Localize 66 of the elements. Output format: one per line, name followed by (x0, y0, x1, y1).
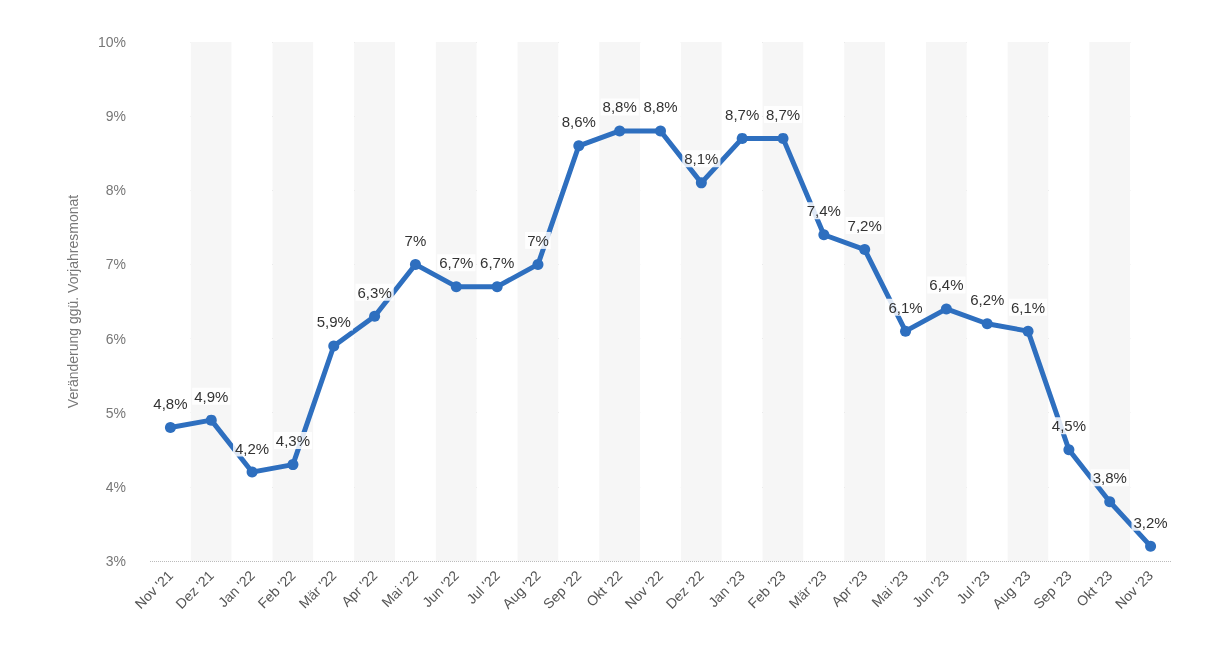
y-axis-title: Veränderung ggü. Vorjahresmonat (65, 194, 81, 409)
point (328, 340, 340, 352)
point (491, 281, 503, 293)
point (450, 281, 462, 293)
data-label: 6,7% (480, 254, 515, 272)
data-label: 3,2% (1133, 513, 1168, 531)
point (777, 132, 789, 144)
data-label: 8,7% (765, 105, 801, 123)
data-label: 8,1% (684, 150, 719, 168)
data-label: 4,9% (194, 387, 229, 405)
data-label: 4,5% (1051, 417, 1086, 435)
point (246, 466, 258, 478)
point (1022, 325, 1034, 337)
x-tick-label: Okt '22 (582, 567, 626, 610)
data-label: 4,8% (153, 395, 188, 413)
y-tick-label: 8% (105, 182, 126, 199)
data-label: 6,4% (929, 276, 964, 294)
data-label: 8,6% (561, 113, 596, 131)
point (1063, 444, 1075, 456)
point (981, 318, 993, 330)
point (1145, 540, 1157, 552)
y-tick-label: 4% (105, 478, 126, 495)
point (532, 258, 544, 270)
data-label: 7,2% (847, 217, 882, 235)
data-label: 8,7% (725, 105, 760, 123)
point (573, 140, 585, 152)
data-label: 7,4% (806, 202, 841, 220)
data-label: 6,1% (1010, 298, 1046, 316)
data-label: 6,7% (439, 254, 474, 272)
data-label: 5,9% (316, 313, 351, 331)
y-tick-label: 3% (105, 553, 126, 569)
data-label: 7% (404, 231, 427, 249)
x-tick-label: Mai '22 (378, 567, 422, 611)
y-tick-label: 10% (97, 34, 126, 50)
point (695, 177, 707, 189)
y-tick-label: 7% (105, 256, 126, 273)
point (859, 244, 871, 256)
point (1104, 496, 1116, 508)
x-tick-label: Jun '22 (419, 567, 463, 611)
data-label: 4,2% (235, 439, 270, 457)
x-tick-label: Apr '23 (828, 567, 871, 610)
data-label: 6,1% (888, 298, 923, 316)
point (940, 303, 952, 315)
data-label: 8,8% (602, 98, 637, 116)
point (614, 125, 626, 137)
point (736, 132, 748, 144)
data-label: 4,3% (275, 432, 311, 450)
data-label: 3,8% (1092, 469, 1127, 487)
data-label: 8,8% (643, 98, 678, 116)
x-tick-label: Mai '23 (868, 567, 912, 611)
point (655, 125, 666, 137)
y-tick-label: 5% (105, 404, 126, 421)
point (205, 414, 217, 426)
point (409, 258, 421, 270)
y-tick-label: 9% (105, 108, 126, 125)
point (818, 229, 830, 241)
point (164, 422, 176, 434)
data-label: 7% (527, 231, 549, 249)
data-label: 6,3% (357, 283, 392, 301)
point (287, 459, 299, 471)
point (369, 310, 381, 322)
x-tick-label: Jun '23 (909, 567, 953, 611)
data-label: 6,2% (970, 291, 1005, 309)
point (900, 325, 912, 337)
y-tick-label: 6% (105, 330, 126, 347)
x-tick-label: Apr '22 (337, 567, 381, 610)
